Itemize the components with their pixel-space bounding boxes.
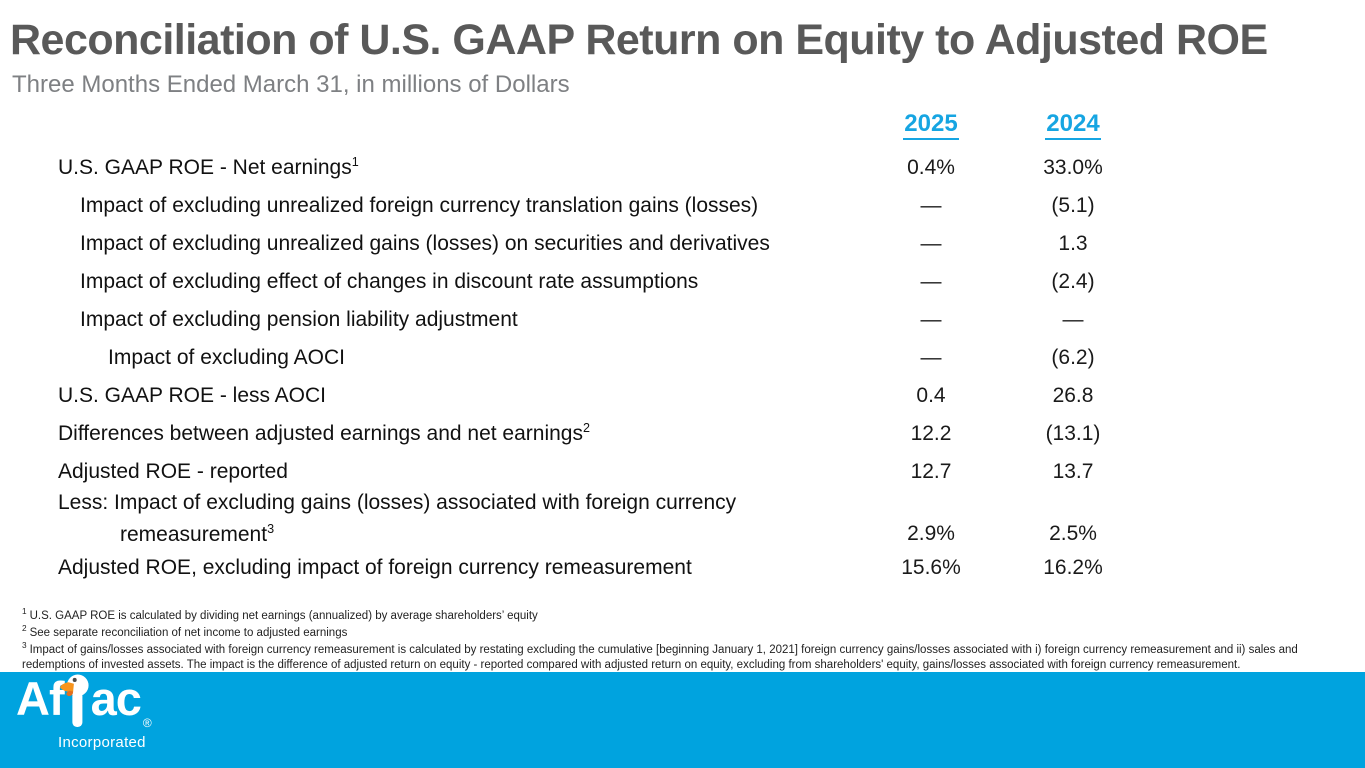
table-header-row: 2025 2024 [0, 110, 1144, 143]
row-label: U.S. GAAP ROE - Net earnings1 [0, 155, 860, 180]
footnote-text: See separate reconciliation of net incom… [29, 626, 348, 639]
value-2025: 2.9% [907, 521, 955, 545]
row-label-text: Impact of excluding effect of changes in… [80, 269, 699, 293]
row-label: Impact of excluding effect of changes in… [0, 270, 860, 294]
page-title: Reconciliation of U.S. GAAP Return on Eq… [10, 16, 1268, 64]
table-row: Differences between adjusted earnings an… [0, 415, 1144, 453]
row-label: Less: Impact of excluding gains (losses)… [0, 489, 860, 549]
logo-subtext: Incorporated [58, 734, 146, 751]
row-label-text: U.S. GAAP ROE - Net earnings [58, 156, 352, 180]
value-2025: — [920, 231, 942, 255]
row-label-text: Differences between adjusted earnings an… [58, 422, 583, 446]
aflac-duck-icon [59, 673, 94, 731]
row-label-line2: remeasurement3 [120, 516, 860, 548]
footer-bar: Af ac ® Incorporated [0, 672, 1365, 768]
row-label: Impact of excluding pension liability ad… [0, 308, 860, 332]
row-label: Impact of excluding unrealized foreign c… [0, 194, 860, 218]
table-row: Adjusted ROE, excluding impact of foreig… [0, 549, 1144, 587]
value-2025: — [920, 269, 942, 293]
table-row: U.S. GAAP ROE - less AOCI 0.4 26.8 [0, 377, 1144, 415]
value-2024: — [1062, 307, 1084, 331]
value-2024: (13.1) [1045, 421, 1101, 445]
footnote: 1 U.S. GAAP ROE is calculated by dividing… [22, 607, 1344, 624]
value-2024: (6.2) [1051, 345, 1095, 369]
row-label: Impact of excluding AOCI [0, 346, 860, 370]
table-row: U.S. GAAP ROE - Net earnings1 0.4% 33.0% [0, 149, 1144, 187]
page-subtitle: Three Months Ended March 31, in millions… [12, 71, 570, 99]
footnote-number: 2 [22, 623, 27, 633]
value-2024: 2.5% [1049, 521, 1097, 545]
row-label: Differences between adjusted earnings an… [0, 421, 860, 446]
column-header-2025: 2025 [860, 110, 1002, 141]
logo-text-right: ac [90, 672, 142, 725]
row-label-text: Impact of excluding unrealized gains (lo… [80, 231, 770, 255]
table-row: Impact of excluding AOCI — (6.2) [0, 339, 1144, 377]
value-2024: 13.7 [1052, 459, 1094, 483]
row-label-text: Impact of excluding pension liability ad… [80, 307, 518, 331]
row-label-text: Adjusted ROE - reported [58, 459, 288, 483]
row-label: Adjusted ROE - reported [0, 460, 860, 484]
value-2025: 0.4 [916, 383, 946, 407]
row-label-text: Impact of excluding AOCI [108, 345, 345, 369]
table-row: Impact of excluding effect of changes in… [0, 263, 1144, 301]
roe-reconciliation-table: 2025 2024 U.S. GAAP ROE - Net earnings1 0… [0, 110, 1144, 587]
value-2024: 1.3 [1058, 231, 1088, 255]
year-2024-link[interactable]: 2024 [1045, 110, 1101, 141]
row-label-text: Less: Impact of excluding gains (losses)… [58, 490, 737, 514]
footnote: 2 See separate reconciliation of net inco… [22, 624, 1344, 641]
row-label: Adjusted ROE, excluding impact of foreig… [0, 556, 860, 580]
registered-trademark-icon: ® [142, 716, 152, 730]
footnote-number: 3 [22, 640, 27, 650]
column-header-2024: 2024 [1002, 110, 1144, 141]
value-2025: 0.4% [907, 155, 955, 179]
table-row: Adjusted ROE - reported 12.7 13.7 [0, 453, 1144, 491]
row-label-text: Impact of excluding unrealized foreign c… [80, 193, 759, 217]
value-2024: (5.1) [1051, 193, 1095, 217]
footnote-text: U.S. GAAP ROE is calculated by dividing … [29, 609, 538, 622]
row-label-text: remeasurement [120, 522, 268, 546]
table-body: U.S. GAAP ROE - Net earnings1 0.4% 33.0% Im… [0, 149, 1144, 587]
value-2025: — [920, 307, 942, 331]
footnote-ref: 3 [267, 521, 275, 536]
table-row: Impact of excluding pension liability ad… [0, 301, 1144, 339]
footnote-text: Impact of gains/losses associated with f… [22, 643, 1298, 671]
year-2025-link[interactable]: 2025 [903, 110, 959, 141]
value-2025: 12.2 [910, 421, 952, 445]
value-2025: 12.7 [910, 459, 952, 483]
row-label-text: U.S. GAAP ROE - less AOCI [58, 383, 327, 407]
value-2025: — [920, 193, 942, 217]
table-row: Impact of excluding unrealized gains (lo… [0, 225, 1144, 263]
aflac-logo: Af ac ® Incorporated [16, 672, 152, 751]
logo-text-left: Af [16, 672, 65, 725]
row-label: U.S. GAAP ROE - less AOCI [0, 384, 860, 408]
table-row: Less: Impact of excluding gains (losses)… [0, 491, 1144, 549]
value-2025: 15.6% [901, 555, 961, 579]
footnote-number: 1 [22, 606, 27, 616]
row-label: Impact of excluding unrealized gains (lo… [0, 232, 860, 256]
row-label-text: Adjusted ROE, excluding impact of foreig… [58, 555, 692, 579]
value-2025: — [920, 345, 942, 369]
footnote-ref: 1 [351, 155, 359, 170]
footnote-ref: 2 [582, 421, 590, 436]
value-2024: 33.0% [1043, 155, 1103, 179]
value-2024: (2.4) [1051, 269, 1095, 293]
value-2024: 26.8 [1052, 383, 1094, 407]
footnote: 3 Impact of gains/losses associated with … [22, 641, 1344, 673]
footnotes: 1 U.S. GAAP ROE is calculated by dividing… [22, 607, 1344, 673]
table-row: Impact of excluding unrealized foreign c… [0, 187, 1144, 225]
value-2024: 16.2% [1043, 555, 1103, 579]
